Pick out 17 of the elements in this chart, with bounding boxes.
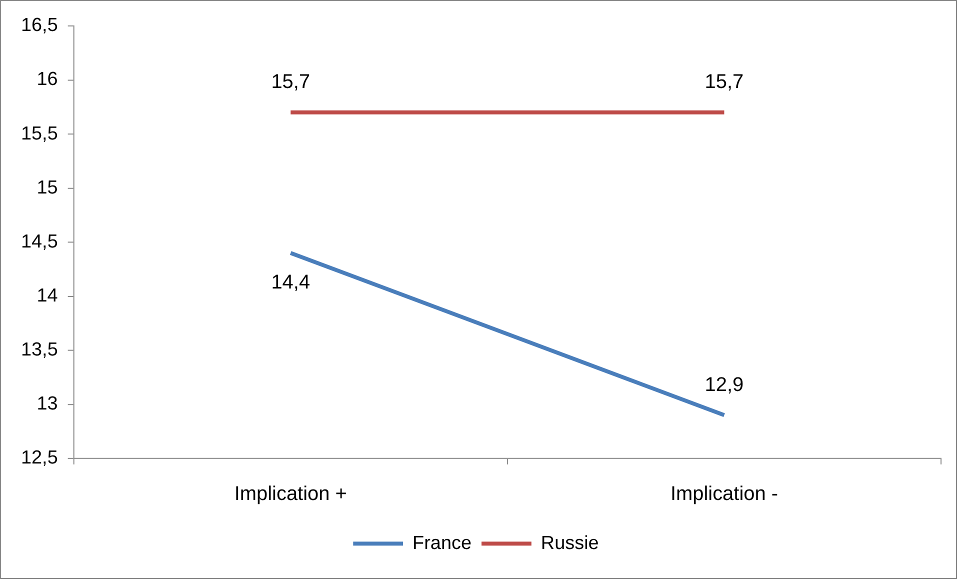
x-tick-label: Implication + [234, 482, 347, 505]
data-label: 15,7 [704, 71, 744, 94]
y-tick-label: 12,5 [20, 448, 58, 469]
data-label: 15,7 [271, 71, 310, 94]
y-tick-label: 13 [36, 394, 58, 415]
y-tick-label: 14,5 [20, 231, 58, 252]
y-tick-label: 16,5 [20, 15, 58, 36]
y-tick-label: 15 [36, 177, 58, 198]
legend-label: France [412, 532, 472, 554]
x-tick-label: Implication - [670, 482, 778, 505]
legend-label: Russie [540, 532, 599, 554]
y-tick-label: 14 [36, 285, 58, 306]
data-label: 14,4 [271, 271, 310, 294]
y-tick-label: 15,5 [20, 123, 58, 144]
y-tick-label: 13,5 [20, 340, 58, 360]
y-tick-label: 16 [36, 69, 58, 90]
data-label: 12,9 [704, 374, 744, 396]
